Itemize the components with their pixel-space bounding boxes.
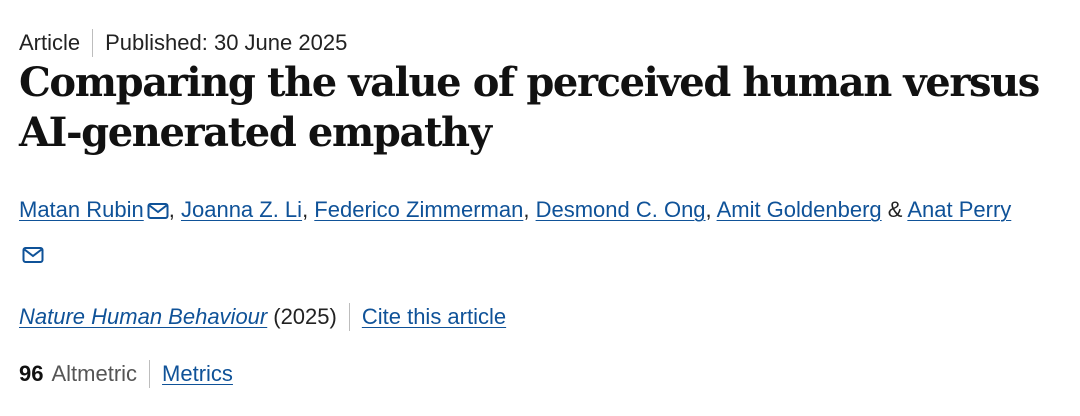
meta-divider [92,29,94,57]
author-separator: , [523,197,536,222]
metrics-divider [149,360,151,388]
author-separator: & [881,197,908,222]
author-link[interactable]: Anat Perry [907,197,1012,222]
cite-article-link[interactable]: Cite this article [361,304,507,329]
metrics-link[interactable]: Metrics [162,361,233,386]
author-list: Matan Rubin, Joanna Z. Li, Federico Zimm… [19,188,1019,276]
article-title: Comparing the value of perceived human v… [19,59,1040,156]
author-separator: , [302,197,315,222]
journal-link[interactable]: Nature Human Behaviour [19,304,268,329]
article-type: Article [19,30,81,55]
metrics-info: 96 Altmetric Metrics [19,359,233,389]
journal-year: (2025) [273,304,337,329]
altmetric-count[interactable]: 96 [19,361,44,386]
author-link[interactable]: Federico Zimmerman [314,197,524,222]
envelope-icon[interactable] [22,246,44,264]
author-link[interactable]: Joanna Z. Li [180,197,303,222]
journal-divider [348,303,350,331]
publication-date: Published: 30 June 2025 [105,30,348,55]
journal-info: Nature Human Behaviour (2025) Cite this … [19,302,506,332]
altmetric-label[interactable]: Altmetric [51,361,138,386]
author-link[interactable]: Matan Rubin [19,197,144,222]
author-link[interactable]: Amit Goldenberg [716,197,882,222]
author-link[interactable]: Desmond C. Ong [535,197,706,222]
envelope-icon[interactable] [147,202,169,220]
author-separator: , [705,197,717,222]
author-separator: , [168,197,181,222]
article-meta: Article Published: 30 June 2025 [19,29,347,57]
